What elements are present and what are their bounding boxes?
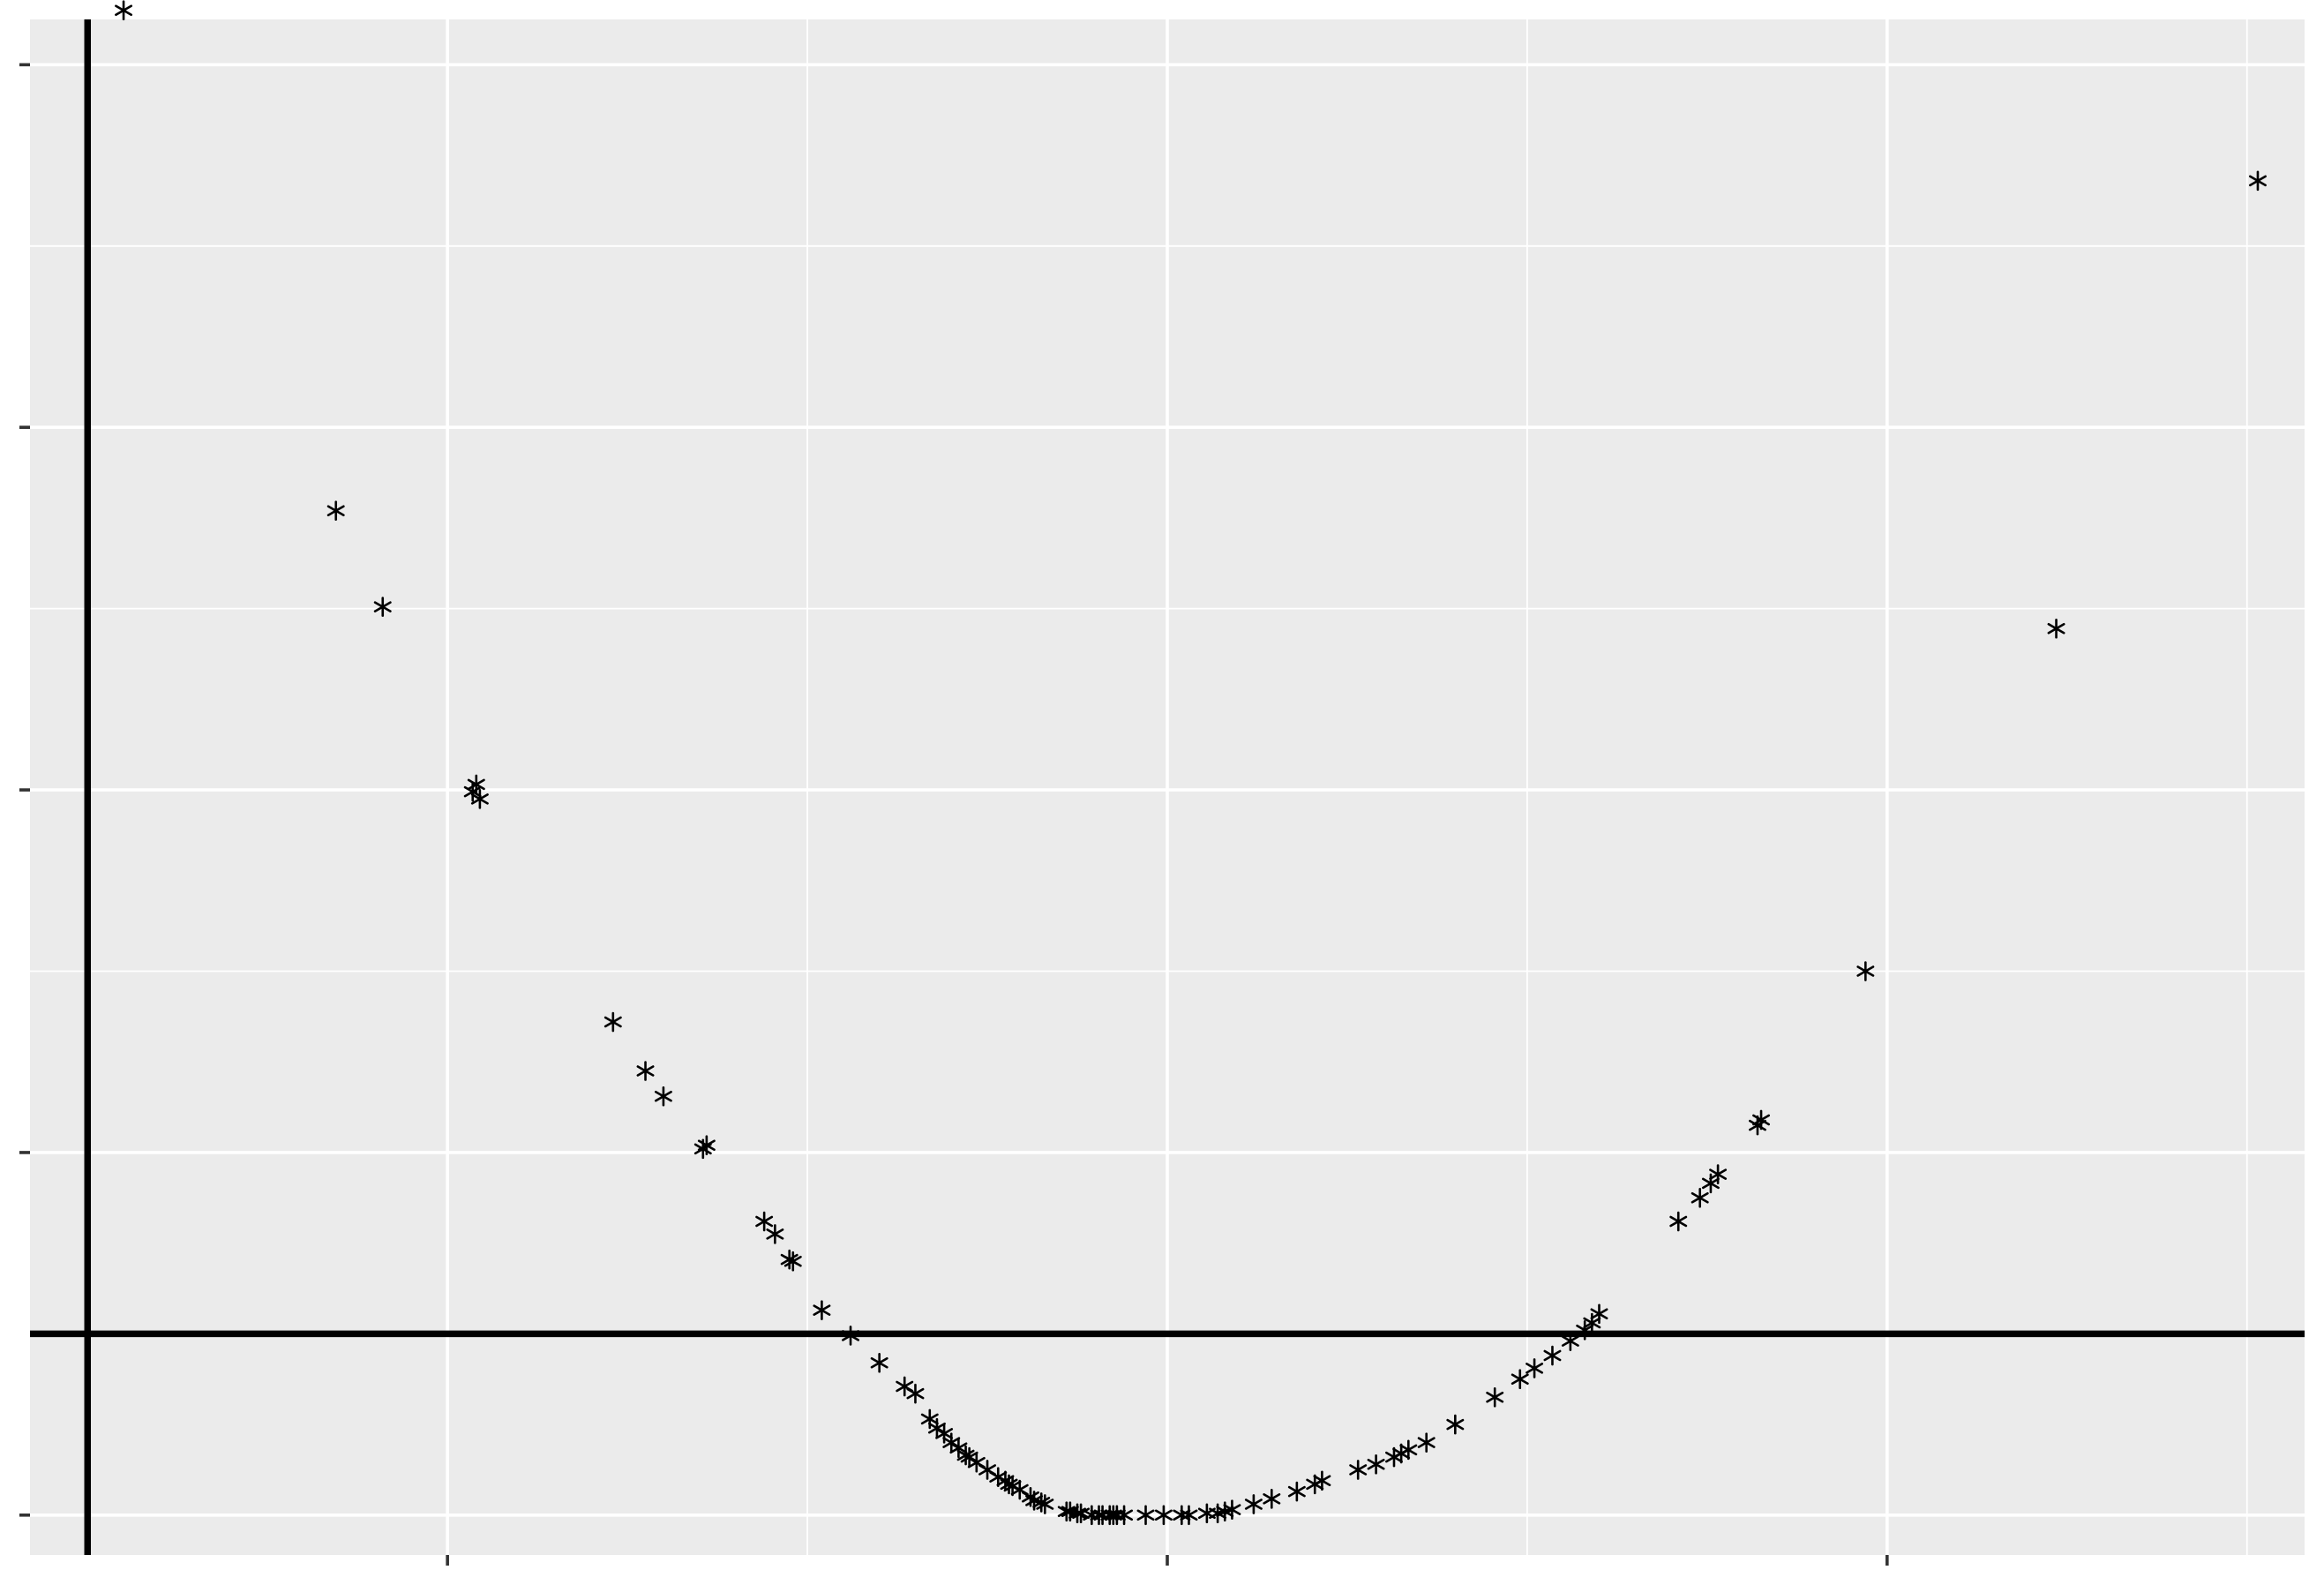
data-point bbox=[1173, 1505, 1191, 1526]
data-point bbox=[842, 1326, 859, 1346]
data-point bbox=[1154, 1505, 1173, 1526]
data-point bbox=[949, 1438, 968, 1459]
data-point bbox=[1590, 1303, 1608, 1325]
data-point bbox=[115, 0, 133, 21]
data-point bbox=[1263, 1489, 1281, 1509]
data-point bbox=[1367, 1454, 1385, 1475]
data-point bbox=[603, 1011, 622, 1033]
data-point bbox=[813, 1300, 831, 1320]
data-point bbox=[1511, 1369, 1529, 1390]
data-point bbox=[1072, 1503, 1091, 1524]
data-point bbox=[1543, 1345, 1562, 1366]
data-point bbox=[766, 1224, 784, 1244]
data-point bbox=[1136, 1505, 1155, 1526]
data-point bbox=[1576, 1319, 1594, 1341]
data-point bbox=[467, 774, 485, 795]
data-point bbox=[870, 1352, 888, 1373]
major-gridlines bbox=[30, 19, 2305, 1555]
reference-lines bbox=[30, 19, 2305, 1555]
data-point bbox=[1691, 1188, 1709, 1208]
data-point bbox=[1068, 1503, 1086, 1524]
data-point bbox=[1749, 1115, 1766, 1136]
data-point bbox=[1417, 1432, 1436, 1453]
data-point bbox=[326, 500, 345, 522]
data-point bbox=[1180, 1505, 1198, 1526]
data-point bbox=[755, 1211, 774, 1232]
data-point bbox=[1244, 1494, 1263, 1514]
data-point bbox=[2047, 618, 2065, 639]
data-point bbox=[1057, 1501, 1076, 1521]
data-point bbox=[783, 1251, 802, 1272]
data-point bbox=[1107, 1505, 1126, 1526]
data-point bbox=[1223, 1499, 1241, 1520]
data-point bbox=[1486, 1386, 1504, 1408]
data-point bbox=[1446, 1414, 1465, 1435]
data-point bbox=[1287, 1481, 1306, 1502]
data-point bbox=[654, 1085, 672, 1107]
axis-ticks bbox=[19, 63, 1889, 1566]
data-points bbox=[115, 0, 2267, 1526]
data-point bbox=[1561, 1331, 1579, 1351]
data-point bbox=[373, 597, 392, 617]
data-point bbox=[1856, 961, 1875, 981]
data-point bbox=[1709, 1164, 1728, 1184]
data-point bbox=[1752, 1109, 1771, 1131]
data-point bbox=[1526, 1358, 1544, 1378]
data-point bbox=[906, 1383, 925, 1404]
data-point bbox=[1100, 1505, 1119, 1526]
data-point bbox=[1036, 1494, 1054, 1514]
data-point bbox=[1669, 1211, 1688, 1232]
data-point bbox=[1399, 1439, 1418, 1461]
data-point bbox=[1313, 1470, 1331, 1491]
data-point bbox=[1349, 1460, 1368, 1480]
data-point bbox=[1115, 1505, 1134, 1526]
data-point bbox=[470, 789, 489, 809]
data-point bbox=[697, 1135, 716, 1156]
data-point bbox=[2249, 170, 2267, 192]
data-point bbox=[636, 1061, 655, 1081]
